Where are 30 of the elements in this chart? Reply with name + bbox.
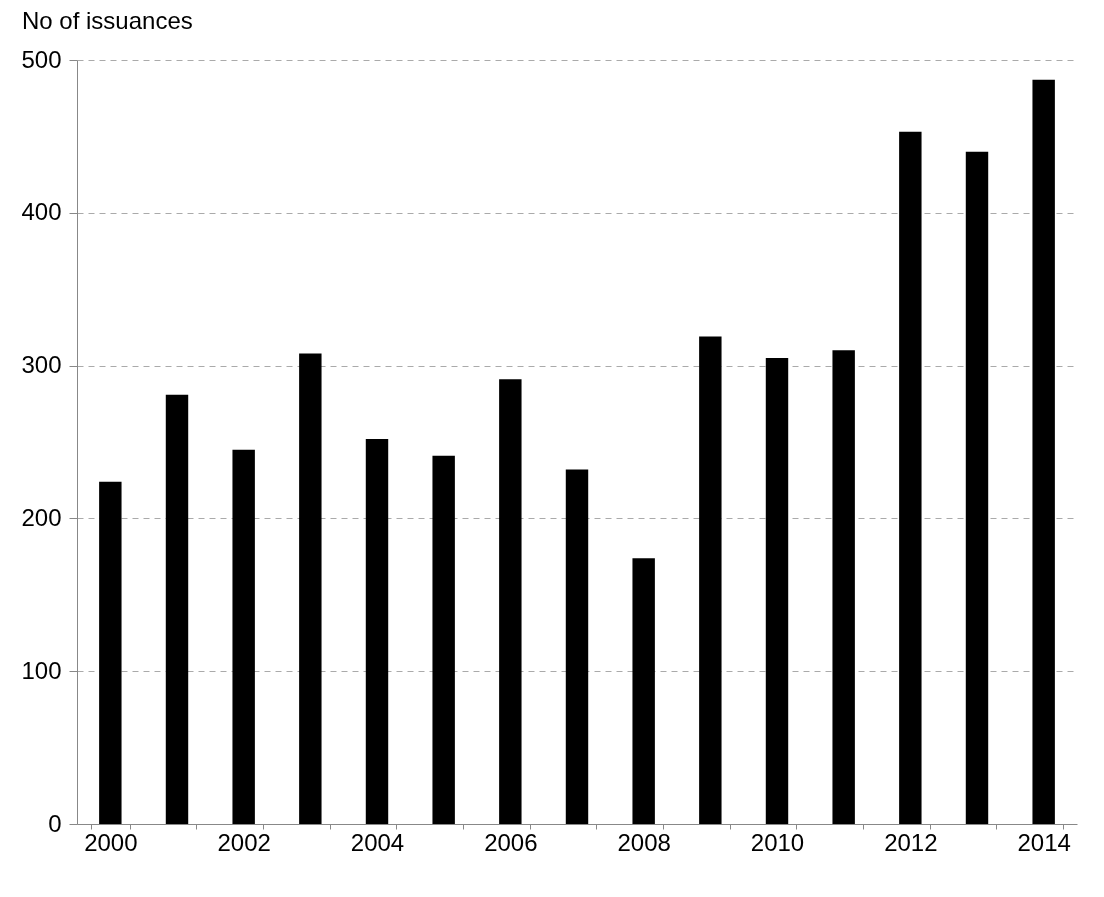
bar — [899, 131, 922, 824]
y-axis-title: No of issuances — [22, 7, 193, 34]
bar — [365, 438, 389, 824]
bar — [699, 336, 722, 824]
bar — [1032, 79, 1055, 824]
x-tick-label: 2004 — [350, 828, 405, 856]
x-tick-label: 2000 — [84, 828, 138, 856]
x-tick-label: 2012 — [884, 828, 938, 856]
bar — [432, 455, 455, 824]
y-tick-label: 500 — [21, 45, 62, 73]
x-tick-label: 2008 — [617, 828, 671, 856]
bar — [299, 353, 322, 824]
x-tick-label: 2014 — [1017, 828, 1071, 856]
y-tick-label: 300 — [21, 351, 62, 379]
bar — [565, 469, 589, 824]
bar — [165, 394, 189, 824]
x-tick-label: 2002 — [217, 828, 271, 856]
bar — [99, 481, 122, 824]
bar — [965, 151, 989, 824]
bar — [499, 379, 522, 824]
bar — [232, 449, 255, 824]
bar — [765, 357, 789, 824]
y-tick-label: 0 — [48, 809, 62, 837]
y-tick-label: 400 — [21, 198, 62, 226]
x-tick-label: 2010 — [750, 828, 805, 856]
y-tick-label: 200 — [21, 503, 62, 531]
y-tick-label: 100 — [21, 656, 62, 684]
bar — [832, 350, 855, 824]
bar — [632, 558, 655, 824]
x-tick-label: 2006 — [484, 828, 538, 856]
